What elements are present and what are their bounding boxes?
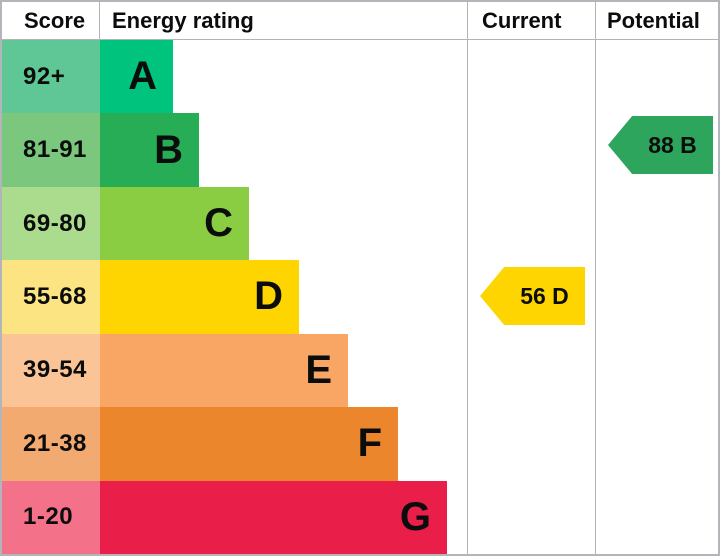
chart-header: Score Energy rating Current Potential xyxy=(2,2,718,40)
band-row-g: 1-20 G xyxy=(2,480,718,554)
header-potential: Potential xyxy=(607,7,700,33)
potential-rating-arrow: 88 B xyxy=(608,116,713,174)
rating-bar-b: B xyxy=(100,113,199,187)
rating-bar-c: C xyxy=(100,186,249,261)
score-range-d: 55-68 xyxy=(2,260,100,334)
header-current: Current xyxy=(482,7,562,33)
rating-bar-g: G xyxy=(100,480,447,554)
rating-bar-d: D xyxy=(100,260,299,334)
score-range-g: 1-20 xyxy=(2,480,100,554)
band-row-b: 81-91 B xyxy=(2,113,718,187)
header-energy-rating: Energy rating xyxy=(112,7,254,33)
band-row-c: 69-80 C xyxy=(2,186,718,261)
score-range-b: 81-91 xyxy=(2,113,100,187)
rating-bar-e: E xyxy=(100,333,348,408)
band-row-e: 39-54 E xyxy=(2,333,718,408)
band-row-f: 21-38 F xyxy=(2,407,718,481)
score-range-c: 69-80 xyxy=(2,186,100,261)
score-range-e: 39-54 xyxy=(2,333,100,408)
band-row-a: 92+ A xyxy=(2,40,718,114)
divider-current-column xyxy=(467,2,468,554)
rating-bands: 92+ A 81-91 B 69-80 C 55-68 D 39-54 E 21… xyxy=(2,40,718,554)
score-range-a: 92+ xyxy=(2,40,100,114)
rating-bar-a: A xyxy=(100,40,173,114)
rating-bar-f: F xyxy=(100,407,398,481)
band-row-d: 55-68 D xyxy=(2,260,718,334)
current-rating-arrow: 56 D xyxy=(480,267,585,325)
score-range-f: 21-38 xyxy=(2,407,100,481)
header-score: Score xyxy=(2,2,100,39)
divider-potential-column xyxy=(595,2,596,554)
